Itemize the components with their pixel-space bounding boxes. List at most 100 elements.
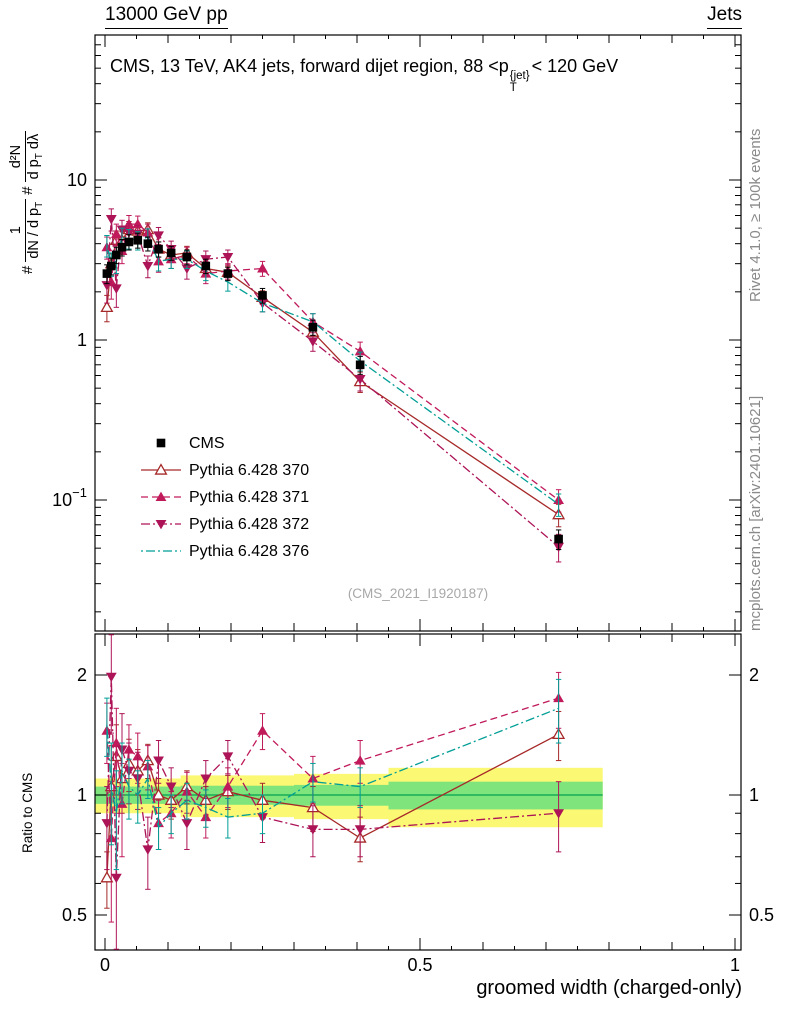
- marker-triangle-down: [222, 752, 234, 762]
- marker-triangle-down: [153, 231, 164, 241]
- ratio-line-Pythia 6.428 370: [106, 733, 559, 878]
- plot-title-suffix: < 120 GeV: [531, 56, 619, 76]
- marker-square: [107, 261, 116, 271]
- ratio-line-Pythia 6.428 372: [106, 676, 559, 878]
- marker-triangle-down: [110, 284, 122, 294]
- ratio-tick-label-right: 2: [749, 665, 759, 685]
- y-axis-hash-2: #: [18, 186, 36, 195]
- series-line-Pythia 6.428 371: [106, 223, 559, 501]
- marker-triangle-down: [181, 819, 193, 829]
- y-axis-fraction-2: d²N d pT dλ: [8, 130, 47, 183]
- marker-triangle-down: [101, 819, 113, 829]
- analysis-group-text: Jets: [707, 4, 742, 29]
- x-tick-label: 0.5: [407, 955, 432, 975]
- marker-triangle-up: [110, 228, 122, 239]
- y-tick-label: 10: [67, 170, 87, 190]
- x-axis-title: groomed width (charged-only): [476, 977, 742, 999]
- fraction-2-numerator: d²N: [8, 144, 24, 169]
- marker-square: [124, 237, 134, 247]
- axis-ticks: [95, 35, 741, 950]
- main-frame: [94, 34, 742, 632]
- marker-triangle-up: [222, 781, 234, 791]
- fraction-2-den-text: d p: [26, 159, 43, 180]
- ratio-series: [100, 634, 566, 950]
- marker-square: [117, 242, 127, 252]
- mcplots-note: mcplots.cern.ch [arXiv:2401.10621]: [747, 395, 764, 631]
- marker-triangle-down: [110, 873, 122, 884]
- marker-triangle-open: [154, 463, 168, 475]
- marker-triangle-down: [105, 215, 117, 225]
- marker-triangle-down: [354, 375, 366, 385]
- marker-triangle-down: [142, 845, 154, 855]
- y-axis-hash-1: #: [18, 265, 36, 274]
- ratio-line-Pythia 6.428 371: [106, 697, 559, 839]
- plot-title: CMS, 13 TeV, AK4 jets, forward dijet reg…: [110, 56, 618, 94]
- marker-square: [201, 261, 211, 271]
- marker-triangle-down: [105, 672, 117, 683]
- marker-triangle-open: [100, 871, 114, 883]
- legend-label: Pythia 6.428 376: [189, 543, 309, 560]
- marker-triangle-down: [222, 252, 234, 263]
- marker-triangle-down: [181, 264, 193, 274]
- pt-jet-subscript: T: [509, 82, 517, 95]
- marker-triangle-up: [155, 491, 167, 502]
- marker-square: [156, 438, 166, 448]
- rivet-version-note: Rivet 4.1.0, ≥ 100k events: [747, 128, 764, 302]
- marker-triangle-down: [165, 782, 177, 792]
- frames: [94, 34, 742, 951]
- marker-triangle-up: [354, 345, 366, 356]
- marker-triangle-open: [152, 788, 166, 800]
- fraction-1-numerator: 1: [8, 226, 24, 235]
- fraction-2-den-sub: T: [34, 153, 46, 160]
- marker-square: [554, 534, 563, 544]
- ratio-tick-label-right: 0.5: [749, 905, 774, 925]
- ratio-tick-label-left: 2: [77, 665, 87, 685]
- marker-square: [154, 244, 163, 254]
- marker-triangle-up: [354, 755, 366, 765]
- series-line-Pythia 6.428 370: [106, 228, 559, 516]
- axis-labels: 10−1 1 10 0 0.5 1 0.5 0.5 1 1 2 2: [52, 170, 774, 975]
- fraction-2-denominator: d pT dλ: [25, 130, 47, 183]
- marker-triangle-down: [153, 756, 164, 766]
- pt-jet-superscript: {jet}: [509, 70, 530, 82]
- y-tick-label: 10−1: [52, 485, 87, 510]
- ratio-tick-label-left: 1: [77, 785, 87, 805]
- beam-energy-text: 13000 GeV pp: [105, 4, 228, 29]
- y-tick-label: 1: [77, 330, 87, 350]
- marker-triangle-down: [307, 825, 319, 835]
- plot-title-prefix: CMS, 13 TeV, AK4 jets, forward dijet reg…: [110, 56, 509, 76]
- ratio-axis-title: Ratio to CMS: [20, 772, 35, 853]
- marker-triangle-down: [307, 337, 319, 347]
- legend-label: Pythia 6.428 372: [189, 516, 309, 533]
- marker-triangle-down: [553, 809, 564, 819]
- marker-triangle-down: [354, 825, 366, 835]
- legend: CMS Pythia 6.428 370 Pythia 6.428 371 Pythi…: [141, 435, 309, 560]
- marker-square: [166, 248, 176, 258]
- legend-label: Pythia 6.428 370: [189, 462, 309, 479]
- marker-triangle-down: [200, 774, 212, 784]
- beam-energy-label: 13000 GeV pp: [105, 4, 228, 29]
- legend-label: Pythia 6.428 371: [189, 489, 309, 506]
- ratio-tick-label-right: 1: [749, 785, 759, 805]
- marker-triangle-up: [257, 263, 268, 273]
- ratio-frame: [94, 633, 742, 951]
- fraction-2-den-text-b: dλ: [26, 133, 43, 154]
- marker-square: [223, 269, 233, 278]
- ratio-tick-label-left: 0.5: [62, 905, 87, 925]
- fraction-1-denominator: dN / d pT: [25, 198, 47, 262]
- pt-jet-supsub: {jet} T: [510, 70, 530, 94]
- fraction-1-den-sub: T: [34, 201, 46, 208]
- marker-triangle-down: [155, 519, 167, 530]
- marker-square: [258, 291, 267, 300]
- series-line-Pythia 6.428 376: [106, 236, 559, 505]
- legend-label: CMS: [189, 435, 225, 452]
- marker-square: [182, 252, 192, 262]
- analysis-id-watermark: (CMS_2021_I1920187): [347, 586, 489, 601]
- marker-square: [308, 323, 318, 332]
- marker-triangle-up: [110, 737, 122, 748]
- main-series: [100, 208, 566, 563]
- y-axis-title: # 1 dN / d pT # d²N d pT dλ: [8, 130, 47, 274]
- marker-triangle-open: [100, 300, 114, 313]
